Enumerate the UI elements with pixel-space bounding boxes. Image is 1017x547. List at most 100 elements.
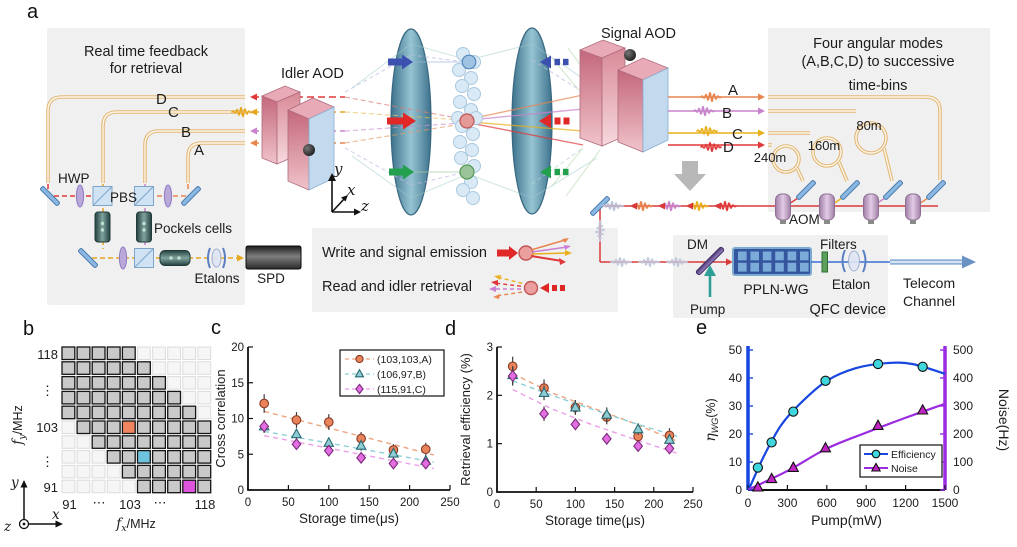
grid-cell bbox=[76, 405, 91, 420]
grid-cell bbox=[76, 346, 91, 361]
legend-write-label: Write and signal emission bbox=[322, 245, 487, 261]
grid-cell bbox=[106, 435, 121, 449]
grid-cell bbox=[182, 479, 197, 494]
modes-title-line2: (A,B,C,D) to successive bbox=[801, 54, 954, 70]
grid-cell bbox=[61, 346, 76, 361]
spd-label: SPD bbox=[257, 271, 285, 286]
grid-cell bbox=[106, 361, 121, 375]
x-tick-label: 1200 bbox=[892, 496, 919, 510]
panel-d-retrieval-efficiency-chart: 0 50 100 150 200 250 0 1 2 3 Storage time(μs) Retri… bbox=[458, 342, 703, 528]
grid-cell bbox=[61, 375, 76, 390]
grid-cell bbox=[121, 420, 136, 435]
grid-cell bbox=[197, 390, 212, 405]
grid-cell bbox=[61, 405, 76, 420]
grid-cell bbox=[106, 420, 121, 435]
grid-cell bbox=[182, 390, 197, 405]
grid-cell bbox=[106, 464, 121, 479]
grid-cell bbox=[151, 405, 167, 420]
routing-arrow-icon bbox=[674, 161, 706, 191]
x-tick-label: 0 bbox=[245, 497, 251, 509]
grid-xtick: 91 bbox=[62, 497, 76, 512]
legend-entry-label: (115,91,C) bbox=[377, 384, 426, 396]
grid-cell bbox=[151, 449, 167, 464]
grid-cell bbox=[197, 405, 212, 420]
grid-cell bbox=[152, 346, 166, 360]
grid-cell bbox=[76, 375, 91, 390]
idler-aod bbox=[260, 85, 335, 191]
grid-cell bbox=[76, 390, 91, 405]
atom-red bbox=[459, 113, 475, 129]
grid-cell bbox=[91, 375, 106, 390]
feedback-components bbox=[39, 184, 302, 270]
grid-cell bbox=[136, 361, 151, 375]
axes-3d bbox=[328, 173, 361, 216]
grid-cell bbox=[76, 420, 91, 435]
modes-title-line3: time-bins bbox=[849, 78, 908, 94]
mode-label-b-left: B bbox=[181, 124, 191, 141]
right-tick-label: 400 bbox=[953, 371, 973, 385]
grid-cell bbox=[167, 361, 181, 375]
pbs-label: PBS bbox=[110, 190, 137, 205]
ppln-label: PPLN-WG bbox=[743, 281, 808, 297]
axis-y-label: y bbox=[333, 160, 343, 178]
y-tick-label: 15 bbox=[231, 378, 244, 390]
y-tick-label: 2 bbox=[487, 390, 493, 402]
x-tick-label: 50 bbox=[282, 497, 295, 509]
grid-cell bbox=[182, 405, 197, 420]
grid-cell bbox=[197, 420, 212, 435]
grid-cell bbox=[152, 361, 166, 375]
grid-cell bbox=[121, 464, 136, 479]
grid-cell bbox=[182, 346, 197, 360]
grid-cell bbox=[61, 450, 76, 464]
aod-knob bbox=[303, 144, 315, 156]
right-tick-label: 500 bbox=[953, 343, 973, 357]
x-axis-label: Storage time(μs) bbox=[299, 511, 399, 526]
x-tick-label: 0 bbox=[745, 496, 752, 510]
fiber-240m-label: 240m bbox=[754, 150, 787, 165]
etalon-label: Etalon bbox=[832, 277, 870, 292]
dm-label: DM bbox=[687, 237, 708, 252]
grid-cell bbox=[106, 375, 121, 390]
x-tick-label: 150 bbox=[360, 497, 379, 509]
feedback-fibers bbox=[46, 95, 245, 183]
x-axis-label: Pump(mW) bbox=[811, 512, 882, 528]
mode-label-c-left: C bbox=[168, 104, 179, 121]
left-tick-label: 40 bbox=[729, 371, 743, 385]
aod-knob bbox=[624, 49, 636, 61]
grid-cell bbox=[182, 420, 197, 435]
grid-cell bbox=[151, 375, 167, 390]
atom-blue bbox=[461, 54, 477, 70]
feedback-title-line2: for retrieval bbox=[110, 61, 183, 77]
grid-cell bbox=[182, 361, 197, 375]
mode-grid-cells bbox=[61, 346, 212, 494]
grid-cell bbox=[136, 464, 151, 479]
right-tick-label: 100 bbox=[953, 455, 973, 469]
mode-label-c-right: C bbox=[732, 126, 743, 143]
left-tick-label: 0 bbox=[735, 483, 742, 497]
grid-cell bbox=[76, 479, 91, 494]
hwp-label: HWP bbox=[58, 171, 90, 186]
grid-xtick-dots: ⋯ bbox=[93, 495, 106, 510]
filter-element bbox=[821, 251, 828, 273]
grid-ytick-dots: ⋮ bbox=[41, 383, 54, 398]
grid-cell bbox=[151, 464, 167, 479]
right-tick-label: 300 bbox=[953, 399, 973, 413]
grid-cell bbox=[136, 390, 151, 405]
left-tick-label: 30 bbox=[729, 399, 743, 413]
axis-z-label: z bbox=[3, 519, 12, 535]
grid-cell bbox=[136, 435, 151, 449]
panel-label-d: d bbox=[445, 318, 457, 340]
x-tick-label: 200 bbox=[400, 497, 419, 509]
x-tick-label: 900 bbox=[856, 496, 876, 510]
grid-cell bbox=[76, 361, 91, 375]
lens-right bbox=[511, 27, 553, 215]
grid-cell bbox=[136, 405, 151, 420]
y-axis-label: Cross correlation bbox=[213, 369, 228, 467]
x-axis-label: Storage time(μs) bbox=[545, 513, 645, 528]
idler-aod-label: Idler AOD bbox=[281, 66, 344, 82]
axes-3d-small bbox=[18, 480, 63, 530]
grid-cell bbox=[167, 346, 181, 360]
grid-cell bbox=[121, 479, 136, 494]
grid-cell bbox=[121, 405, 136, 420]
